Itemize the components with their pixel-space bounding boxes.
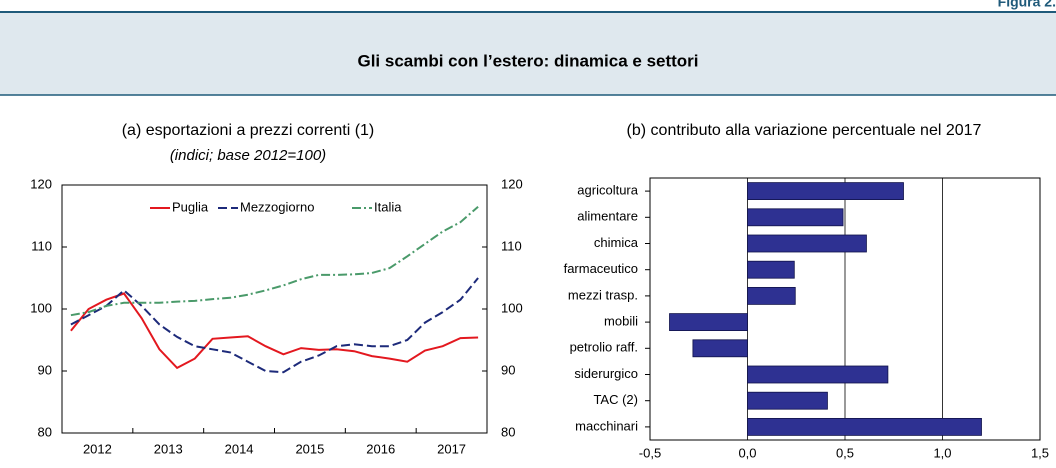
y2-tick-label: 110 xyxy=(501,238,522,253)
bar xyxy=(747,182,904,201)
series-line xyxy=(70,205,479,317)
y-tick-label: petrolio raff. xyxy=(570,340,638,355)
chart-subtitle: (indici; base 2012=100) xyxy=(170,147,326,164)
y-tick-label: agricoltura xyxy=(577,183,638,198)
chart-title: (b) contributo alla variazione percentua… xyxy=(627,122,982,139)
x-tick-label: 0,0 xyxy=(738,445,756,460)
x-tick-label: 2012 xyxy=(83,441,112,456)
y-tick-label: 90 xyxy=(38,362,52,377)
header-band xyxy=(0,12,1056,95)
page-title: Gli scambi con l’estero: dinamica e sett… xyxy=(357,51,698,70)
series-line xyxy=(70,277,479,374)
y-tick-label: chimica xyxy=(594,235,639,250)
y2-tick-label: 90 xyxy=(501,362,515,377)
y-tick-label: mezzi trasp. xyxy=(568,287,638,302)
y-tick-label: farmaceutico xyxy=(564,261,638,276)
x-tick-label: 2014 xyxy=(225,441,254,456)
y2-tick-label: 120 xyxy=(501,176,523,191)
y2-tick-label: 80 xyxy=(501,424,515,439)
series-line xyxy=(70,292,479,370)
legend-label: Puglia xyxy=(172,199,209,214)
bar xyxy=(669,313,748,332)
plot-frame xyxy=(61,184,488,434)
x-tick-label: 2015 xyxy=(295,441,324,456)
bar xyxy=(747,234,867,253)
bar xyxy=(747,286,796,305)
x-tick-label: 0,5 xyxy=(836,445,854,460)
x-tick-label: 2017 xyxy=(437,441,466,456)
y-tick-label: macchinari xyxy=(575,418,638,433)
x-tick-label: 1,0 xyxy=(933,445,951,460)
chart-title: (a) esportazioni a prezzi correnti (1) xyxy=(122,122,375,139)
legend-label: Mezzogiorno xyxy=(240,199,314,214)
y-tick-label: siderurgico xyxy=(574,366,638,381)
y2-tick-label: 100 xyxy=(501,300,523,315)
x-tick-label: 2016 xyxy=(366,441,395,456)
x-tick-label: 1,5 xyxy=(1031,445,1049,460)
legend-label: Italia xyxy=(374,199,402,214)
bar xyxy=(692,339,748,358)
y-tick-label: mobili xyxy=(604,314,638,329)
bar xyxy=(747,391,828,410)
figure-label: Figura 2. xyxy=(998,0,1056,10)
x-tick-label: -0,5 xyxy=(639,445,661,460)
bar xyxy=(747,365,889,384)
y-tick-label: TAC (2) xyxy=(593,392,638,407)
x-tick-label: 2013 xyxy=(154,441,183,456)
y-tick-label: 120 xyxy=(30,176,52,191)
y-tick-label: 80 xyxy=(38,424,52,439)
bar xyxy=(747,208,844,227)
y-tick-label: alimentare xyxy=(577,209,638,224)
y-tick-label: 110 xyxy=(31,238,52,253)
y-tick-label: 100 xyxy=(30,300,52,315)
bar xyxy=(747,260,795,279)
bar xyxy=(747,417,982,436)
